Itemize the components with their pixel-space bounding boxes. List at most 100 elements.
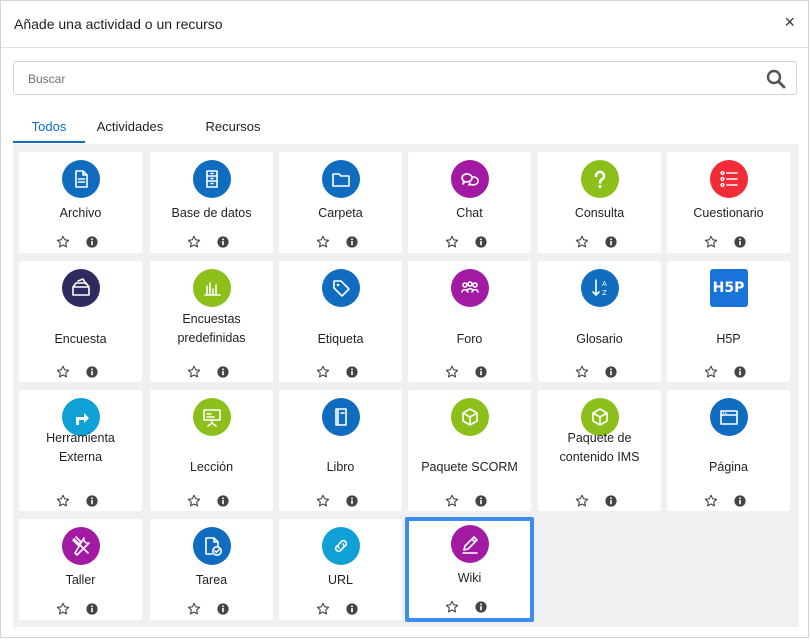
activity-card-wiki[interactable]: Wiki [405,517,534,622]
star-icon[interactable] [704,494,718,508]
activity-card-carpeta[interactable]: Carpeta [279,152,402,253]
info-icon[interactable] [345,366,358,378]
activity-label: Herramienta Externa [46,431,115,464]
info-icon[interactable] [733,236,746,248]
star-icon[interactable] [316,365,330,379]
activity-label: Encuestas predefinidas [177,312,246,345]
activity-card-h5p[interactable]: H5P H5P [667,261,790,382]
question-icon [580,160,619,198]
activity-card-cuestionario[interactable]: Cuestionario [667,152,790,253]
star-icon[interactable] [316,235,330,249]
info-icon[interactable] [733,366,746,378]
star-icon[interactable] [445,235,459,249]
activity-card-encuestas-predefinidas[interactable]: Encuestas predefinidas [150,261,273,382]
tools-icon [61,527,100,565]
card-actions [667,235,790,251]
info-icon[interactable] [216,495,229,507]
info-icon[interactable] [474,366,487,378]
star-icon[interactable] [187,602,201,616]
activity-label: Lección [189,460,234,474]
activity-card-url[interactable]: URL [279,519,402,620]
search-icon[interactable] [766,69,786,89]
activity-card-herramienta-externa[interactable]: Herramienta Externa [19,390,142,511]
search-input[interactable] [26,62,750,96]
activity-label: Consulta [574,206,625,220]
info-icon[interactable] [474,495,487,507]
info-icon[interactable] [85,603,98,615]
activity-card-etiqueta[interactable]: Etiqueta [279,261,402,382]
info-icon[interactable] [216,603,229,615]
info-icon[interactable] [474,236,487,248]
info-icon[interactable] [345,603,358,615]
activity-grid: Archivo Base de datos Carpeta Chat Consulta C… [13,144,799,627]
activity-card-glosario[interactable]: A Z Glosario [538,261,661,382]
info-icon[interactable] [604,366,617,378]
tab-actividades[interactable]: Actividades [96,119,164,134]
activity-card-taller[interactable]: Taller [19,519,142,620]
star-icon[interactable] [445,365,459,379]
star-icon[interactable] [187,235,201,249]
h5p-icon: H5P [709,269,748,307]
card-actions [19,494,142,510]
info-icon[interactable] [733,495,746,507]
activity-card-consulta[interactable]: Consulta [538,152,661,253]
star-icon[interactable] [316,602,330,616]
info-icon[interactable] [604,236,617,248]
activity-label: Base de datos [171,206,252,220]
svg-text:A: A [602,280,607,288]
card-actions [150,365,273,381]
activity-card-página[interactable]: Página [667,390,790,511]
star-icon[interactable] [704,365,718,379]
info-icon[interactable] [216,236,229,248]
info-icon[interactable] [216,366,229,378]
activity-label: Chat [456,206,483,220]
activity-card-archivo[interactable]: Archivo [19,152,142,253]
activity-label: Etiqueta [317,332,364,346]
activity-label: URL [327,573,353,587]
star-icon[interactable] [56,494,70,508]
star-icon[interactable] [56,235,70,249]
card-actions [538,494,661,510]
close-icon[interactable]: × [784,12,795,32]
star-icon[interactable] [445,494,459,508]
activity-label: H5P [716,332,741,346]
star-icon[interactable] [704,235,718,249]
star-icon[interactable] [187,494,201,508]
info-icon[interactable] [345,495,358,507]
info-icon[interactable] [85,236,98,248]
star-icon[interactable] [187,365,201,379]
activity-card-base-de-datos[interactable]: Base de datos [150,152,273,253]
people-icon [450,269,489,307]
card-actions [538,235,661,251]
info-icon[interactable] [604,495,617,507]
card-actions [19,365,142,381]
card-actions [408,365,531,381]
activity-card-lección[interactable]: Lección [150,390,273,511]
star-icon[interactable] [575,494,589,508]
star-icon[interactable] [316,494,330,508]
star-icon[interactable] [56,602,70,616]
activity-card-paquete-scorm[interactable]: Paquete SCORM [408,390,531,511]
activity-card-encuesta[interactable]: Encuesta [19,261,142,382]
activity-label: Wiki [457,571,482,585]
activity-card-foro[interactable]: Foro [408,261,531,382]
activity-card-libro[interactable]: Libro [279,390,402,511]
activity-card-paquete-de-contenido-ims[interactable]: Paquete de contenido IMS [538,390,661,511]
dialog-title: Añade una actividad o un recurso [14,16,223,32]
star-icon[interactable] [575,235,589,249]
star-icon[interactable] [445,600,459,614]
tab-recursos[interactable]: Recursos [205,119,261,134]
activity-label: Foro [456,332,483,346]
info-icon[interactable] [85,366,98,378]
activity-card-chat[interactable]: Chat [408,152,531,253]
info-icon[interactable] [474,601,487,613]
info-icon[interactable] [85,495,98,507]
tab-todos[interactable]: Todos [13,113,85,143]
card-actions [150,494,273,510]
star-icon[interactable] [575,365,589,379]
star-icon[interactable] [56,365,70,379]
folder-icon [321,160,360,198]
info-icon[interactable] [345,236,358,248]
activity-card-tarea[interactable]: Tarea [150,519,273,620]
